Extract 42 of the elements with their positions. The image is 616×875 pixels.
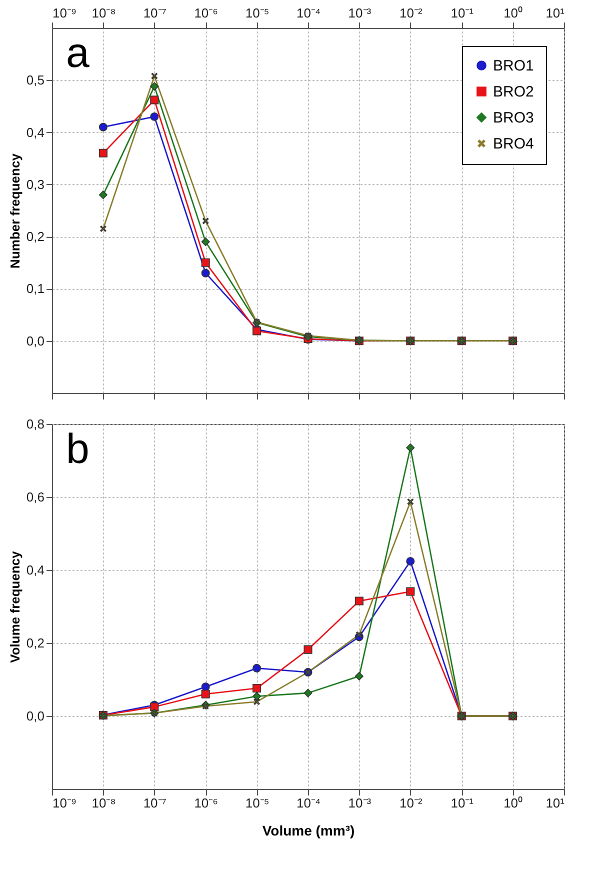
x-tick-label: 10⁻³ [348, 796, 372, 810]
y-tick-label: 0,8 [26, 416, 44, 432]
x-tick-label: 10¹ [546, 796, 566, 810]
x-tick-label: 10⁻⁸ [92, 6, 116, 20]
x-tick-label: 10⁻⁶ [194, 796, 218, 810]
y-axis-title: Volume frequency [7, 550, 22, 663]
y-axis-title: Number frequency [7, 152, 22, 268]
y-tick-label: 0,1 [26, 281, 44, 296]
legend-label: BRO3 [493, 110, 534, 126]
y-tick-label: 0,0 [26, 333, 44, 348]
x-tick-label: 10⁻⁷ [143, 6, 167, 20]
y-tick-label: 0,0 [26, 708, 44, 724]
x-tick-label: 10⁻³ [348, 6, 372, 20]
y-tick-label: 0,6 [26, 490, 44, 504]
y-tick-label: 0,5 [26, 72, 44, 88]
y-tick-label: 0,4 [26, 562, 44, 578]
x-tick-label: 10⁻⁸ [92, 796, 116, 810]
x-tick-label: 10¹ [546, 6, 566, 20]
y-tick-label: 0,3 [26, 176, 44, 192]
x-tick-label: 10⁰ [504, 796, 524, 810]
x-tick-label: 10⁻⁵ [245, 796, 270, 810]
annotation: b [66, 425, 90, 472]
legend-label: BRO1 [493, 58, 534, 74]
x-tick-label: 10⁻⁷ [143, 796, 167, 810]
x-tick-label: 10⁻² [400, 6, 423, 20]
y-tick-label: 0,2 [26, 636, 44, 650]
y-tick-label: 0,4 [26, 124, 44, 140]
x-tick-label: 10⁻⁵ [245, 6, 270, 20]
y-tick-label: 0,2 [26, 229, 44, 244]
x-tick-label: 10⁻¹ [450, 796, 474, 810]
annotation: a [66, 29, 90, 76]
x-axis-title: Volume (mm³) [262, 822, 355, 838]
legend-label: BRO4 [493, 136, 534, 152]
x-tick-label: 10⁻¹ [450, 6, 474, 20]
legend-label: BRO2 [493, 84, 534, 100]
x-tick-label: 10⁻⁹ [52, 6, 77, 20]
x-tick-label: 10⁻⁴ [296, 6, 321, 20]
x-tick-label: 10⁻⁶ [194, 6, 218, 20]
x-tick-label: 10⁻⁹ [52, 796, 77, 810]
x-tick-label: 10⁻⁴ [296, 796, 321, 810]
x-tick-label: 10⁻² [400, 796, 423, 810]
x-tick-label: 10⁰ [504, 6, 524, 20]
